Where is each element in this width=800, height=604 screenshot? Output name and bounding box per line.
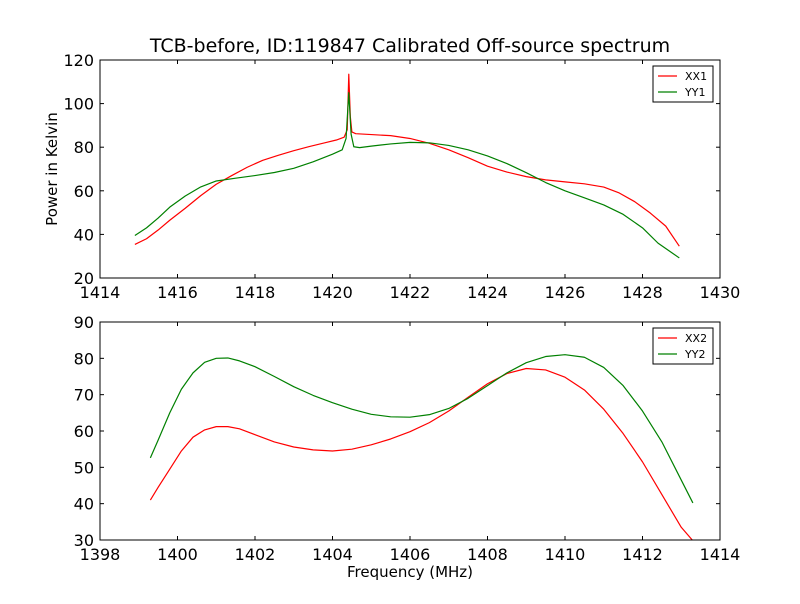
panel-1-x-tick-label: 1420 xyxy=(312,283,353,302)
panel-1-legend-box xyxy=(652,65,714,103)
panel-1-x-tick-label: 1416 xyxy=(157,283,198,302)
panel-1-y-tick-label: 20 xyxy=(74,269,94,288)
panel-2-y-tick-label: 40 xyxy=(74,495,94,514)
panel-2-x-tick-label: 1400 xyxy=(157,545,198,564)
panel-1-x-tick-label: 1426 xyxy=(545,283,586,302)
panel-2-y-tick-label: 70 xyxy=(74,386,94,405)
panel-1-x-tick-label: 1428 xyxy=(622,283,663,302)
panel-1-series-yy1-line xyxy=(134,92,680,259)
panel-2-x-tick-label: 1404 xyxy=(312,545,353,564)
panel-2-x-tick-label: 1412 xyxy=(622,545,663,564)
panel-2-x-tick-label: 1406 xyxy=(390,545,431,564)
panel-1-x-tick-label: 1418 xyxy=(235,283,276,302)
panel-2-legend-box xyxy=(652,327,714,365)
panel-1-x-tick-label: 1424 xyxy=(467,283,508,302)
panel-2-x-tick-label: 1398 xyxy=(80,545,121,564)
panel-2-x-tick-label: 1408 xyxy=(467,545,508,564)
bottom-panel: 1398 1400 1402 1404 1406 1408 1410 1412 1414 30 40… xyxy=(74,313,741,581)
panel-2-x-axis-label: Frequency (MHz) xyxy=(347,563,473,581)
panel-2-series-yy2-line xyxy=(149,354,694,504)
panel-2-plot-area xyxy=(100,322,720,540)
top-panel: 1414 1416 1418 1420 1422 1424 1426 1428 1430 20 40… xyxy=(43,51,740,302)
panel-1-y-tick-label: 40 xyxy=(74,225,94,244)
panel-1-y-tick-label: 100 xyxy=(63,95,94,114)
panel-1-series-xx1-line xyxy=(134,73,680,247)
panel-1-plot-area xyxy=(100,60,720,278)
panel-1-x-tick-label: 1414 xyxy=(80,283,121,302)
panel-2-y-tick-label: 60 xyxy=(74,422,94,441)
panel-2-legend-label-yy2: YY2 xyxy=(684,348,705,361)
panel-2-y-tick-label: 90 xyxy=(74,313,94,332)
panel-2-x-tick-label: 1402 xyxy=(235,545,276,564)
panel-2-y-tick-label: 80 xyxy=(74,349,94,368)
panel-1-x-tick-label: 1422 xyxy=(390,283,431,302)
panel-2-series-xx2-line xyxy=(149,367,694,540)
panel-2-y-tick-label: 30 xyxy=(74,531,94,550)
panel-1-y-axis-label: Power in Kelvin xyxy=(43,112,61,226)
panel-2-x-tick-label: 1414 xyxy=(700,545,741,564)
panel-2-legend-label-xx2: XX2 xyxy=(685,332,707,345)
panel-1-y-tick-label: 80 xyxy=(74,138,94,157)
panel-1-y-tick-label: 120 xyxy=(63,51,94,70)
panel-1-legend-label-yy1: YY1 xyxy=(684,86,705,99)
panel-1-legend-label-xx1: XX1 xyxy=(685,70,707,83)
panel-1-x-tick-label: 1430 xyxy=(700,283,741,302)
panel-2-y-tick-label: 50 xyxy=(74,458,94,477)
panel-1-y-tick-label: 60 xyxy=(74,182,94,201)
chart-title: TCB-before, ID:119847 Calibrated Off-sou… xyxy=(149,35,670,57)
panel-2-x-tick-label: 1410 xyxy=(545,545,586,564)
